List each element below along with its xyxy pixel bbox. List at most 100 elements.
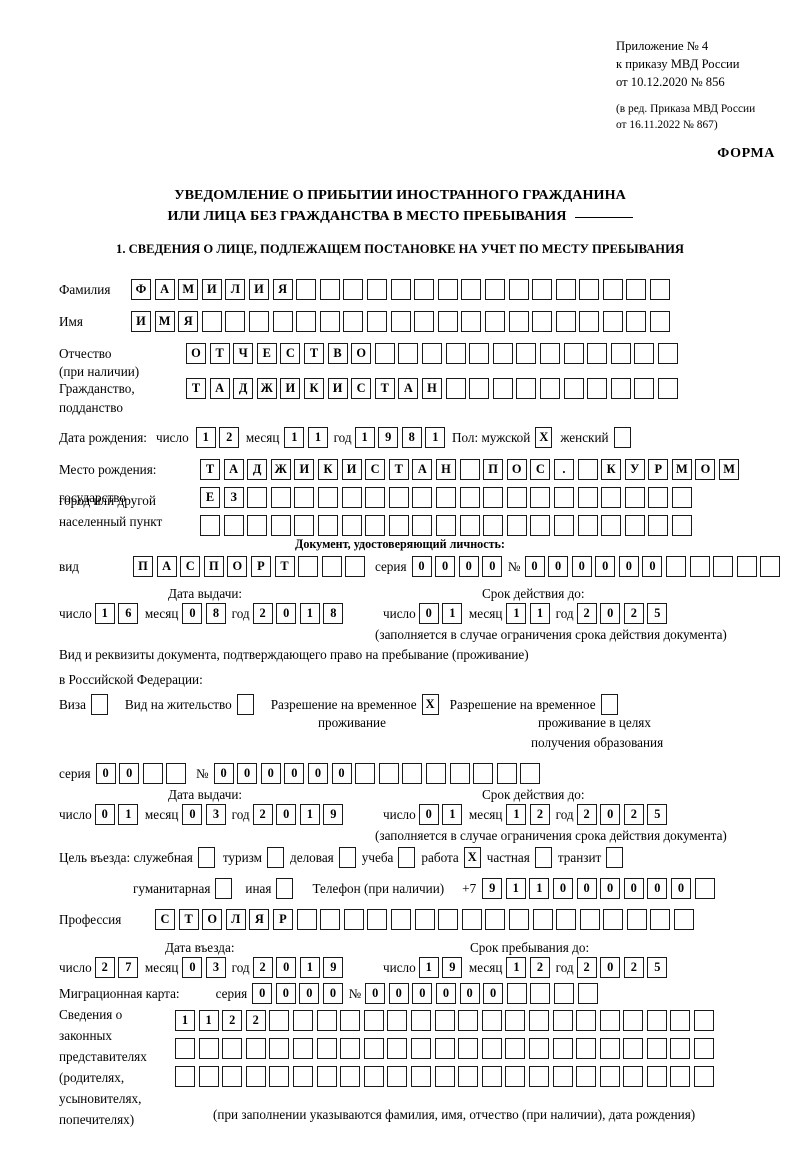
purpose-other-checkbox[interactable] — [276, 878, 294, 899]
grid-cell[interactable]: 0 — [482, 556, 503, 577]
grid-cell[interactable]: 1 — [506, 603, 527, 624]
grid-cell[interactable]: К — [601, 459, 622, 480]
grid-cell[interactable]: 0 — [576, 878, 597, 899]
grid-cell[interactable]: А — [154, 279, 175, 300]
grid-cell[interactable] — [626, 279, 647, 300]
grid-cell[interactable]: Ж — [270, 459, 291, 480]
grid-cell[interactable] — [414, 311, 435, 332]
grid-cell[interactable]: 2 — [530, 957, 551, 978]
grid-cell[interactable]: В — [327, 343, 348, 364]
purpose-study-checkbox[interactable] — [398, 847, 416, 868]
grid-cell[interactable] — [552, 1038, 573, 1059]
grid-cell[interactable] — [248, 311, 269, 332]
grid-cell[interactable] — [292, 1066, 313, 1087]
grid-cell[interactable]: 8 — [401, 427, 422, 448]
grid-cell[interactable] — [438, 909, 459, 930]
grid-cell[interactable]: Л — [225, 909, 246, 930]
grid-cell[interactable] — [508, 311, 529, 332]
grid-cell[interactable] — [365, 515, 386, 536]
grid-cell[interactable] — [760, 556, 781, 577]
grid-cell[interactable] — [363, 1010, 384, 1031]
grid-cell[interactable]: З — [223, 487, 244, 508]
purpose-transit-checkbox[interactable] — [606, 847, 624, 868]
grid-cell[interactable]: Ф — [131, 279, 151, 300]
grid-cell[interactable] — [296, 909, 317, 930]
grid-cell[interactable]: О — [506, 459, 527, 480]
grid-cell[interactable]: С — [155, 909, 175, 930]
grid-cell[interactable]: 0 — [618, 556, 639, 577]
grid-cell[interactable] — [320, 909, 341, 930]
grid-cell[interactable]: 0 — [600, 804, 621, 825]
grid-cell[interactable] — [175, 1038, 195, 1059]
grid-cell[interactable] — [340, 1038, 361, 1059]
legal-rep-cells-2[interactable] — [175, 1038, 718, 1059]
grid-cell[interactable]: 0 — [182, 957, 203, 978]
grid-cell[interactable] — [516, 378, 537, 399]
grid-cell[interactable]: 0 — [600, 957, 621, 978]
grid-cell[interactable] — [398, 343, 419, 364]
grid-cell[interactable] — [345, 556, 366, 577]
grid-cell[interactable]: 5 — [647, 603, 668, 624]
grid-cell[interactable]: 0 — [435, 556, 456, 577]
grid-cell[interactable] — [694, 1010, 715, 1031]
grid-cell[interactable] — [587, 378, 608, 399]
grid-cell[interactable] — [576, 1038, 597, 1059]
grid-cell[interactable] — [579, 909, 600, 930]
grid-cell[interactable]: 9 — [442, 957, 463, 978]
grid-cell[interactable] — [506, 515, 527, 536]
grid-cell[interactable]: Д — [247, 459, 268, 480]
grid-cell[interactable] — [363, 1066, 384, 1087]
grid-cell[interactable]: 9 — [378, 427, 399, 448]
grid-cell[interactable]: Я — [272, 279, 293, 300]
grid-cell[interactable]: 0 — [322, 983, 343, 1004]
grid-cell[interactable] — [577, 459, 598, 480]
grid-cell[interactable] — [674, 909, 695, 930]
grid-cell[interactable] — [247, 487, 268, 508]
grid-cell[interactable]: 1 — [299, 603, 320, 624]
grid-cell[interactable]: 2 — [623, 603, 644, 624]
grid-cell[interactable] — [387, 1066, 408, 1087]
grid-cell[interactable] — [694, 1038, 715, 1059]
grid-cell[interactable]: 2 — [219, 427, 240, 448]
grid-cell[interactable] — [296, 311, 317, 332]
grid-cell[interactable]: 0 — [95, 763, 116, 784]
grid-cell[interactable] — [648, 515, 669, 536]
grid-cell[interactable] — [425, 763, 446, 784]
grid-cell[interactable] — [492, 378, 513, 399]
purpose-tourism-checkbox[interactable] — [267, 847, 285, 868]
grid-cell[interactable] — [602, 311, 623, 332]
grid-cell[interactable]: 1 — [506, 804, 527, 825]
grid-cell[interactable] — [577, 487, 598, 508]
grid-cell[interactable]: Д — [233, 378, 254, 399]
grid-cell[interactable]: 0 — [237, 763, 258, 784]
grid-cell[interactable]: 2 — [252, 804, 273, 825]
grid-cell[interactable] — [646, 1038, 667, 1059]
grid-cell[interactable] — [294, 515, 315, 536]
grid-cell[interactable]: А — [398, 378, 419, 399]
grid-cell[interactable] — [388, 487, 409, 508]
grid-cell[interactable] — [671, 487, 692, 508]
grid-cell[interactable]: Н — [435, 459, 456, 480]
grid-cell[interactable] — [292, 1038, 313, 1059]
residence-permit-checkbox[interactable] — [236, 694, 254, 715]
grid-cell[interactable] — [576, 1010, 597, 1031]
grid-cell[interactable] — [437, 311, 458, 332]
visa-checkbox[interactable] — [90, 694, 108, 715]
grid-cell[interactable]: Е — [256, 343, 277, 364]
sex-female-checkbox[interactable] — [613, 427, 631, 448]
grid-cell[interactable]: 0 — [435, 983, 456, 1004]
grid-cell[interactable]: 1 — [529, 878, 550, 899]
grid-cell[interactable]: 2 — [623, 804, 644, 825]
grid-cell[interactable] — [387, 1038, 408, 1059]
grid-cell[interactable]: 0 — [260, 763, 281, 784]
purpose-private-checkbox[interactable] — [534, 847, 552, 868]
grid-cell[interactable]: 7 — [118, 957, 139, 978]
grid-cell[interactable]: 1 — [354, 427, 375, 448]
